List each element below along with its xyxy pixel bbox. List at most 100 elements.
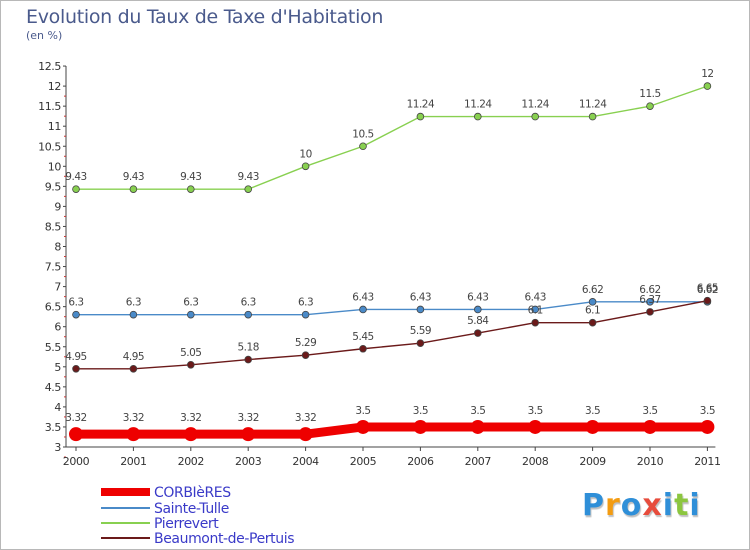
data-point	[244, 355, 253, 364]
data-point	[356, 419, 370, 434]
chart-subtitle: (en %)	[26, 29, 63, 42]
proxiti-logo: Proxiti	[582, 488, 701, 523]
logo-letter: x	[642, 488, 663, 523]
data-point	[531, 305, 539, 314]
data-label: 11.24	[407, 99, 435, 111]
data-point	[187, 310, 195, 319]
y-tick-label: 7.5	[45, 261, 62, 274]
axes: 3 3.5 4 4.5 5 5.5 6 6.5 7 7.5 8 8.5 9 9.5 10 10.5 11 11.5…	[38, 60, 721, 468]
x-tick-label: 2006	[407, 455, 434, 468]
data-point	[301, 351, 310, 359]
data-label: 6.43	[352, 291, 373, 303]
data-point	[359, 305, 367, 314]
legend-label: Pierrevert	[154, 516, 219, 532]
data-label: 6.3	[298, 297, 313, 309]
y-tick-label: 3	[54, 441, 61, 454]
series-line	[76, 422, 708, 439]
legend-label: Beaumont-de-Pertuis	[154, 531, 294, 547]
data-point	[528, 419, 543, 434]
data-point	[703, 82, 712, 90]
x-tick-label: 2009	[579, 455, 606, 468]
data-label: 6.3	[183, 297, 198, 309]
x-tick-label: 2000	[63, 455, 90, 468]
data-label: 6.3	[68, 297, 83, 309]
data-label: 6.1	[585, 305, 600, 317]
data-label: 6.43	[467, 291, 488, 303]
legend-item-1: Sainte-Tulle	[101, 501, 229, 517]
series-2	[72, 82, 712, 193]
data-point	[473, 305, 482, 314]
data-point	[72, 185, 80, 193]
data-label: 9.43	[65, 171, 86, 183]
y-tick-label: 7	[54, 281, 61, 294]
y-tick-label: 6	[54, 321, 61, 334]
data-point	[646, 308, 654, 316]
data-point	[588, 112, 597, 121]
data-label: 5.18	[238, 342, 259, 354]
data-label: 11.24	[579, 99, 607, 111]
x-tick-label: 2005	[350, 455, 377, 468]
series-3	[72, 296, 712, 373]
data-label: 6.1	[528, 305, 543, 317]
y-tick-label: 8	[54, 241, 61, 254]
data-point	[416, 112, 425, 121]
series-line	[76, 301, 708, 316]
data-point	[301, 310, 310, 319]
data-point	[129, 310, 138, 319]
data-point	[473, 112, 482, 121]
data-label: 3.5	[700, 405, 715, 417]
data-point	[703, 296, 712, 305]
data-label: 5.45	[352, 331, 373, 343]
x-tick-label: 2007	[465, 455, 492, 468]
data-label: 6.43	[410, 291, 431, 303]
series-1	[72, 298, 712, 319]
y-tick-label: 11	[48, 120, 61, 133]
series-line	[76, 299, 708, 370]
data-label: 5.84	[467, 315, 489, 327]
data-point	[643, 419, 657, 434]
data-label: 3.5	[585, 405, 600, 417]
data-point	[129, 365, 138, 373]
data-label: 6.62	[582, 284, 603, 296]
data-label: 3.32	[123, 412, 144, 424]
y-tick-label: 3.5	[45, 421, 62, 434]
series-layer	[69, 82, 715, 442]
data-point	[301, 162, 310, 171]
data-label: 5.05	[180, 347, 201, 359]
data-label: 3.5	[355, 405, 370, 417]
y-tick-label: 4	[54, 401, 61, 414]
data-point	[413, 419, 428, 434]
data-point	[129, 185, 138, 193]
y-tick-label: 6.5	[45, 301, 62, 314]
y-tick-label: 12.5	[38, 60, 61, 73]
x-tick-label: 2008	[522, 455, 549, 468]
data-point	[126, 427, 141, 442]
data-point	[588, 318, 597, 327]
data-point	[646, 298, 654, 306]
legend-label: Sainte-Tulle	[154, 501, 229, 517]
y-tick-label: 10.5	[38, 140, 61, 153]
data-point	[585, 419, 600, 434]
data-label: 11.5	[639, 88, 660, 100]
data-point	[359, 142, 367, 151]
data-point	[72, 310, 80, 319]
data-point	[72, 365, 80, 373]
y-tick-label: 5	[54, 361, 61, 374]
data-label: 3.5	[413, 405, 428, 417]
data-point	[69, 427, 83, 442]
data-point	[244, 310, 253, 319]
data-label: 10.5	[352, 128, 373, 140]
x-tick-label: 2010	[637, 455, 664, 468]
data-label: 3.32	[238, 412, 259, 424]
x-tick-label: 2011	[694, 455, 720, 468]
x-tick-label: 2001	[120, 455, 146, 468]
series-0	[69, 419, 715, 442]
data-point	[244, 185, 253, 193]
data-label: 4.95	[123, 351, 144, 363]
data-label: 6.43	[525, 291, 546, 303]
data-label: 3.32	[65, 412, 86, 424]
data-point	[416, 305, 425, 314]
data-point	[298, 427, 313, 442]
logo-letter: P	[582, 488, 605, 523]
